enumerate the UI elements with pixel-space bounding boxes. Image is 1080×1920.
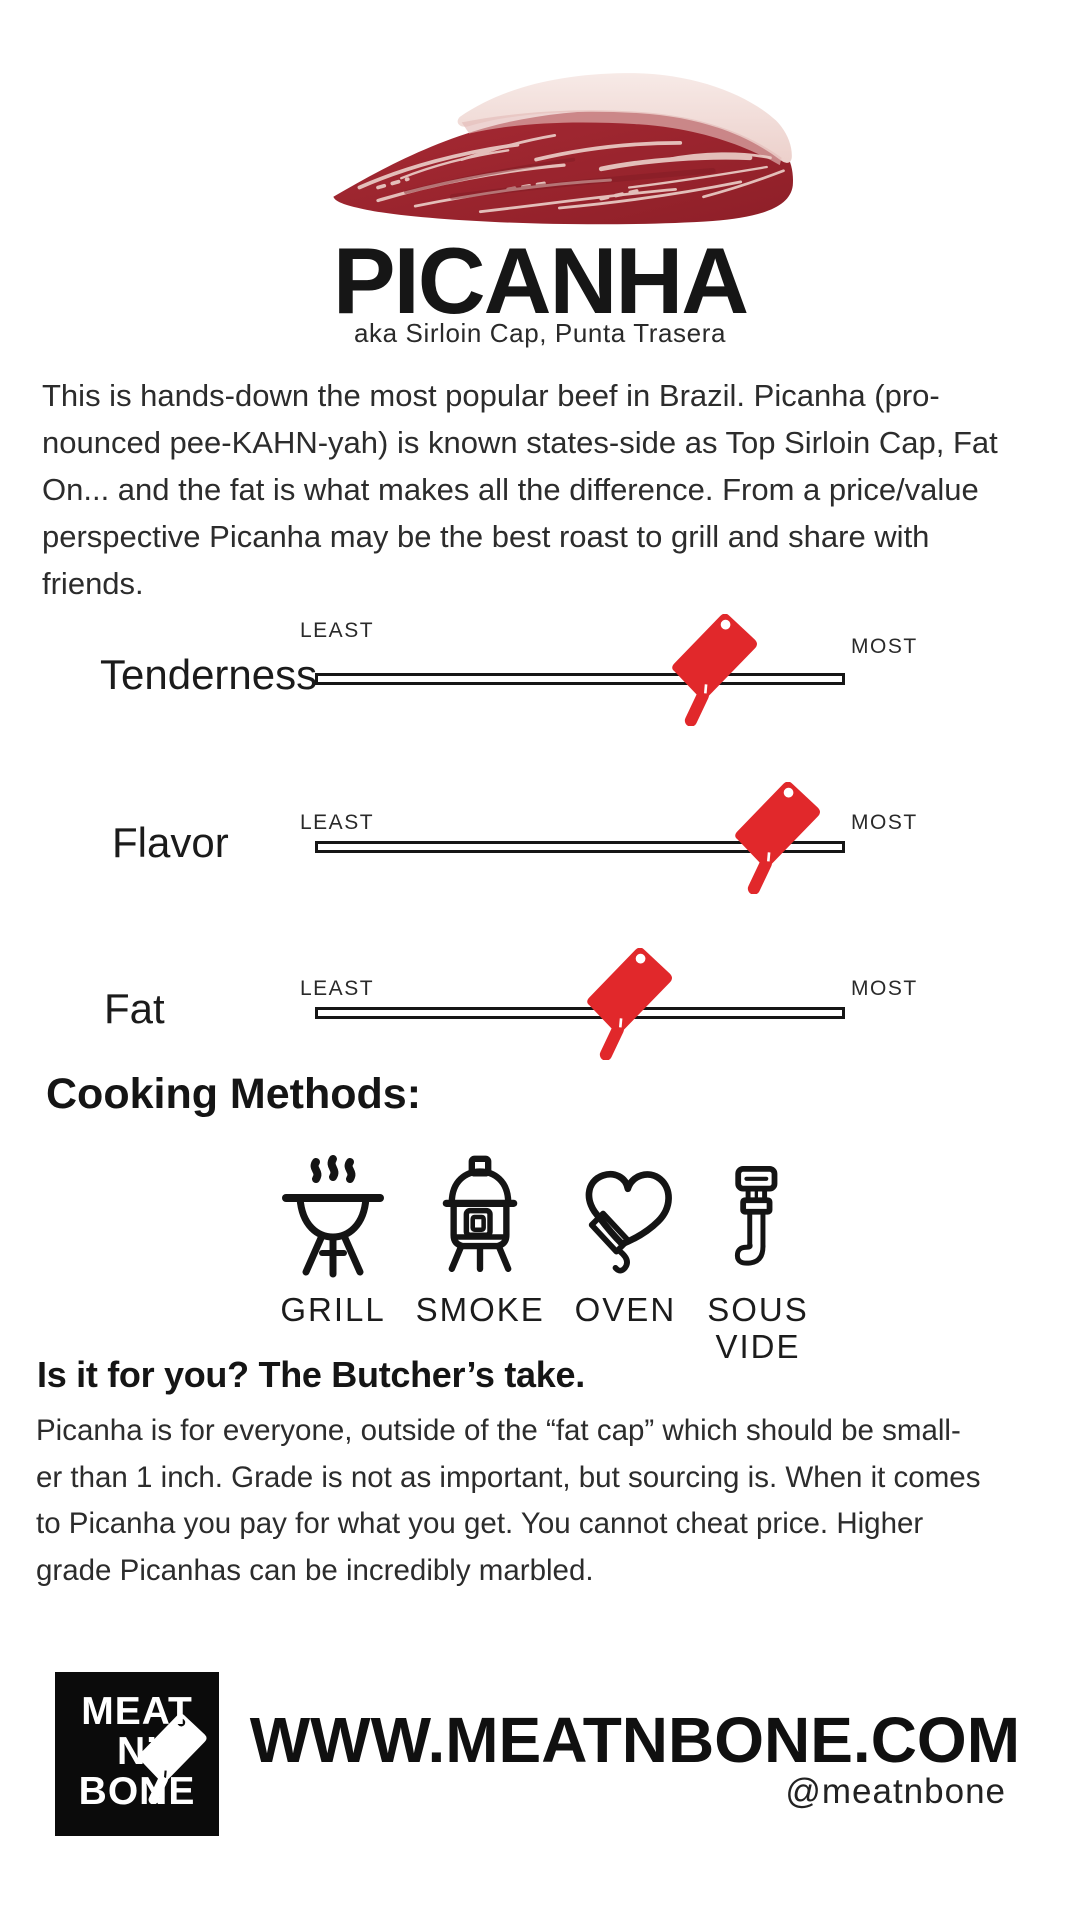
scale-label: Tenderness xyxy=(100,651,318,698)
cooking-method-smoke: SMOKE xyxy=(416,1134,545,1366)
take-line: grade Picanhas can be incredibly marbled… xyxy=(36,1553,594,1587)
scale-line xyxy=(315,841,845,853)
take-line: er than 1 inch. Grade is not as importan… xyxy=(36,1460,981,1494)
intro-line: On... and the fat is what makes all the … xyxy=(42,472,979,507)
most-label: MOST xyxy=(851,811,918,834)
intro-line: perspective Picanha may be the best roas… xyxy=(42,519,930,554)
cooking-method-label: SOUS VIDE xyxy=(707,1291,809,1365)
scale-label: Fat xyxy=(104,985,165,1032)
intro-line: friends. xyxy=(42,566,144,601)
scale-line xyxy=(315,1007,845,1019)
cooking-method-sous-vide: SOUS VIDE xyxy=(706,1134,810,1366)
meat-n-bone-logo: MEAT N’ BONE xyxy=(55,1672,219,1836)
page-title: PICANHA xyxy=(332,228,749,333)
take-line: to Picanha you pay for what you get. You… xyxy=(36,1507,924,1540)
logo-text-meat: MEAT xyxy=(81,1690,193,1733)
intro-line: This is hands-down the most popular beef… xyxy=(42,378,940,413)
scale-label: Flavor xyxy=(112,819,229,866)
least-label: LEAST xyxy=(300,977,375,1000)
logo-text-n: N’ xyxy=(117,1730,158,1773)
page-subtitle: aka Sirloin Cap, Punta Trasera xyxy=(353,318,727,348)
cooking-method-label: OVEN xyxy=(574,1291,677,1328)
cleaver-marker-icon xyxy=(661,614,767,726)
least-label: LEAST xyxy=(300,619,375,642)
most-label: MOST xyxy=(851,977,918,1000)
sous-vide-icon xyxy=(725,1134,791,1284)
butchers-take-paragraph: Picanha is for everyone, outside of the … xyxy=(36,1408,980,1594)
cooking-method-label: SMOKE xyxy=(415,1291,545,1328)
social-handle: @meatnbone xyxy=(785,1772,1006,1811)
cooking-methods-heading: Cooking Methods: xyxy=(46,1070,422,1118)
cleaver-marker-icon xyxy=(724,782,830,894)
cooking-method-oven: OVEN xyxy=(572,1134,678,1366)
grill-icon xyxy=(278,1134,388,1284)
picanha-steak-image xyxy=(333,73,794,225)
least-label: LEAST xyxy=(300,811,375,834)
intro-line: nounced pee-KAHN-yah) is known states-si… xyxy=(42,425,998,460)
smoker-icon xyxy=(430,1134,530,1284)
butchers-take-heading: Is it for you? The Butcher’s take. xyxy=(37,1354,585,1395)
take-line: Picanha is for everyone, outside of the … xyxy=(36,1414,961,1447)
website-url: WWW.MEATNBONE.COM xyxy=(249,1704,1020,1776)
most-label: MOST xyxy=(851,635,918,658)
intro-paragraph: This is hands-down the most popular beef… xyxy=(42,372,998,607)
cleaver-marker-icon xyxy=(576,948,682,1060)
scale-row-tenderness: Tenderness LEAST MOST xyxy=(0,609,1080,749)
oven-mitt-icon xyxy=(572,1134,678,1284)
scale-row-fat: Fat LEAST MOST xyxy=(0,943,1080,1083)
cooking-methods-row: GRILL SMOKE xyxy=(278,1134,810,1366)
cooking-method-label: GRILL xyxy=(280,1291,386,1328)
scale-row-flavor: Flavor LEAST MOST xyxy=(0,777,1080,917)
cooking-method-grill: GRILL xyxy=(278,1134,388,1366)
logo-text-bone: BONE xyxy=(78,1770,196,1813)
